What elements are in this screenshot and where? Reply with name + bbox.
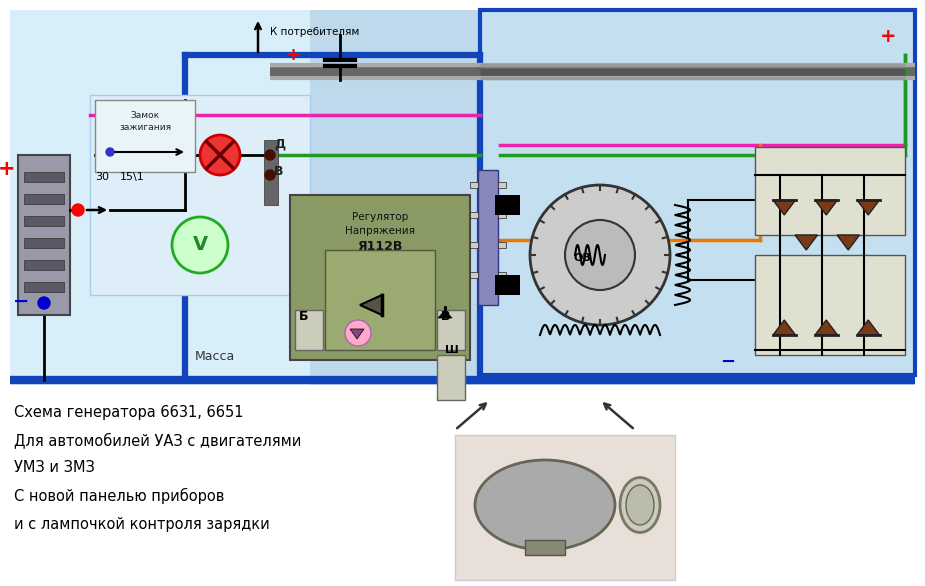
Bar (437, 310, 465, 350)
Polygon shape (795, 235, 818, 250)
Text: Напряжения: Напряжения (345, 226, 415, 236)
Bar (498, 272, 506, 278)
Bar (264, 140, 278, 205)
Text: С новой панелью приборов: С новой панелью приборов (14, 488, 225, 504)
Circle shape (72, 204, 84, 216)
Ellipse shape (620, 478, 660, 533)
Text: +: + (880, 27, 896, 46)
Polygon shape (350, 329, 364, 339)
Bar (480, 10, 915, 375)
Bar (755, 255, 905, 355)
Bar (495, 195, 520, 215)
Text: Масса: Масса (195, 350, 235, 363)
Bar (90, 95, 310, 295)
Bar (10, 10, 310, 385)
Text: −: − (720, 353, 735, 371)
Text: Ш: Ш (445, 345, 459, 355)
Circle shape (265, 170, 275, 180)
Bar (24, 172, 64, 182)
Bar (24, 282, 64, 292)
Ellipse shape (475, 460, 615, 550)
Ellipse shape (626, 485, 654, 525)
Bar (495, 275, 520, 295)
Text: +: + (0, 159, 16, 179)
Circle shape (106, 148, 114, 156)
Circle shape (530, 185, 670, 325)
Polygon shape (773, 320, 796, 335)
Polygon shape (857, 200, 880, 215)
Text: Я112В: Я112В (357, 240, 402, 254)
Text: и с лампочкой контроля зарядки: и с лампочкой контроля зарядки (14, 516, 270, 532)
Circle shape (38, 297, 50, 309)
Bar (10, 10, 915, 385)
Text: К потребителям: К потребителям (270, 27, 359, 37)
Polygon shape (773, 200, 796, 215)
Text: УМЗ и ЗМЗ: УМЗ и ЗМЗ (14, 461, 95, 475)
Bar (325, 250, 435, 350)
Text: 30: 30 (95, 172, 109, 182)
Bar (525, 540, 565, 555)
Bar (24, 238, 64, 248)
Polygon shape (815, 200, 837, 215)
Text: В: В (441, 310, 450, 323)
Bar (478, 170, 498, 305)
Text: Схема генератора 6631, 6651: Схема генератора 6631, 6651 (14, 404, 243, 420)
Text: +: + (285, 46, 300, 64)
Bar (455, 435, 675, 580)
Bar (498, 242, 506, 248)
Polygon shape (360, 295, 382, 315)
Text: ОВ: ОВ (574, 253, 591, 263)
Circle shape (200, 135, 240, 175)
Bar (95, 100, 195, 172)
Bar (24, 194, 64, 204)
Text: 15\1: 15\1 (120, 172, 144, 182)
Bar (24, 260, 64, 270)
Polygon shape (815, 320, 837, 335)
Text: В: В (274, 165, 283, 178)
Polygon shape (857, 320, 880, 335)
Text: Замок: Замок (130, 111, 160, 120)
Text: V: V (192, 236, 207, 254)
Bar (437, 355, 465, 400)
Text: −: − (13, 292, 30, 311)
Circle shape (345, 320, 371, 346)
Bar (295, 310, 323, 350)
Circle shape (265, 150, 275, 160)
Bar (470, 182, 478, 188)
Text: Для автомобилей УАЗ с двигателями: Для автомобилей УАЗ с двигателями (14, 432, 302, 448)
Text: зажигания: зажигания (119, 124, 171, 132)
Bar (498, 212, 506, 218)
Bar (18, 155, 70, 315)
Bar (498, 182, 506, 188)
Bar (755, 147, 905, 235)
Bar (470, 212, 478, 218)
Circle shape (172, 217, 228, 273)
Bar (470, 272, 478, 278)
Bar (290, 195, 470, 360)
Polygon shape (837, 235, 859, 250)
Text: Регулятор: Регулятор (352, 212, 408, 222)
Circle shape (565, 220, 635, 290)
Text: Б: Б (299, 310, 309, 323)
Text: Д: Д (274, 138, 285, 151)
Bar (470, 242, 478, 248)
Bar (24, 216, 64, 226)
Polygon shape (438, 310, 452, 318)
